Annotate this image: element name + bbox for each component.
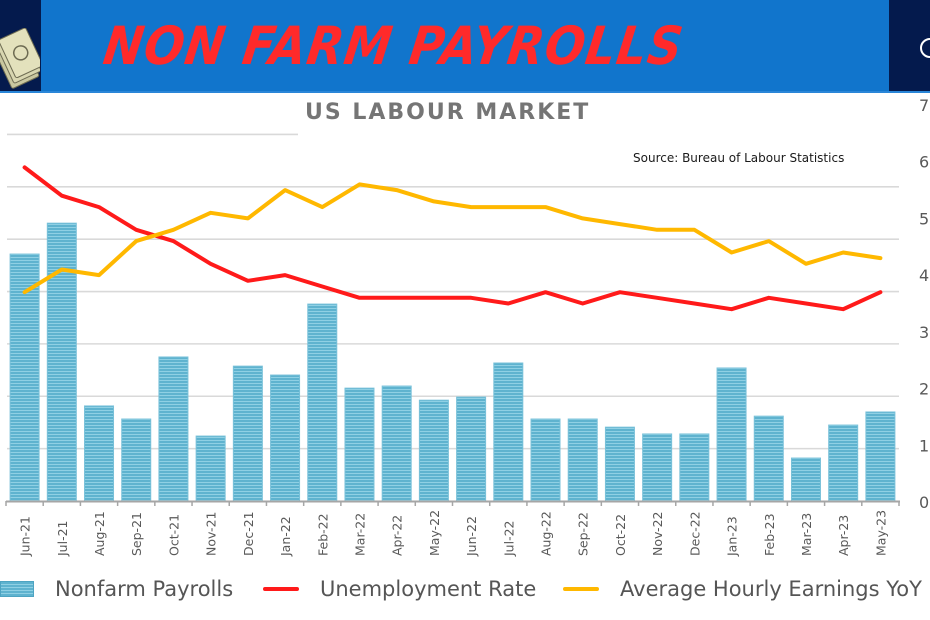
x-tick-label: Aug-22 bbox=[539, 511, 554, 556]
y-tick-label: 5 bbox=[919, 209, 929, 228]
x-tick-label: Sep-21 bbox=[129, 512, 144, 556]
x-tick-label: Dec-21 bbox=[241, 511, 256, 556]
x-tick-label: Nov-21 bbox=[204, 512, 219, 556]
nonfarm-payrolls-bars bbox=[9, 222, 896, 502]
bar bbox=[195, 435, 226, 502]
x-tick-label: Oct-21 bbox=[166, 514, 181, 556]
x-tick-label: Jan-23 bbox=[725, 516, 740, 557]
y-tick-label: 4 bbox=[919, 266, 929, 285]
chart-title: US LABOUR MARKET bbox=[305, 100, 591, 125]
y-tick-label: 6 bbox=[919, 153, 929, 172]
x-tick-label: May-23 bbox=[873, 510, 888, 556]
x-tick-label: Oct-22 bbox=[613, 514, 628, 556]
bar bbox=[493, 362, 524, 502]
x-tick-label: Nov-22 bbox=[650, 512, 665, 556]
bar bbox=[232, 365, 263, 502]
bar bbox=[567, 418, 598, 502]
line-swatch-icon bbox=[563, 587, 599, 591]
legend-item-average-hourly-earnings: Average Hourly Earnings YoY bbox=[563, 574, 922, 604]
line-series bbox=[22, 165, 883, 312]
bar bbox=[456, 396, 487, 502]
y-tick-label: 2 bbox=[919, 380, 929, 399]
bar bbox=[530, 418, 561, 502]
circle-icon[interactable] bbox=[920, 38, 930, 58]
x-tick-label: Mar-23 bbox=[799, 513, 814, 556]
x-tick-label: May-22 bbox=[427, 510, 442, 556]
bar bbox=[716, 367, 747, 502]
banner: NON FARM PAYROLLS bbox=[0, 0, 930, 93]
bar bbox=[679, 433, 710, 502]
y-tick-label: 1 bbox=[919, 436, 929, 455]
bar-swatch-icon bbox=[0, 581, 34, 597]
x-tick-label: Sep-22 bbox=[576, 512, 591, 556]
bar bbox=[158, 356, 189, 502]
x-tick-label: Apr-23 bbox=[836, 515, 851, 556]
legend-item-nonfarm-payrolls: Nonfarm Payrolls bbox=[0, 574, 233, 604]
money-stack-icon bbox=[0, 28, 40, 89]
chart-source: Source: Bureau of Labour Statistics bbox=[633, 151, 845, 165]
bar bbox=[344, 387, 375, 502]
bar bbox=[46, 222, 77, 502]
legend-label: Unemployment Rate bbox=[320, 577, 537, 601]
line-average-hourly-earnings-yoy bbox=[22, 182, 883, 295]
x-tick-label: Jul-22 bbox=[501, 521, 516, 558]
x-axis: Jun-21 Jul-21 Aug-21 Sep-21 Oct-21 Nov-21 Dec-… bbox=[5, 500, 900, 558]
bar bbox=[381, 385, 412, 502]
bar bbox=[865, 411, 896, 502]
x-tick-label: Jun-21 bbox=[18, 516, 33, 557]
bar bbox=[753, 415, 784, 502]
x-tick-label: Mar-22 bbox=[352, 513, 367, 556]
legend-label: Nonfarm Payrolls bbox=[55, 577, 234, 601]
x-tick-label: Feb-23 bbox=[762, 513, 777, 556]
gridlines bbox=[7, 133, 899, 450]
x-tick-label: Jul-21 bbox=[55, 521, 70, 558]
legend-item-unemployment-rate: Unemployment Rate bbox=[263, 574, 536, 604]
bar bbox=[9, 253, 40, 502]
bar bbox=[790, 457, 821, 502]
x-tick-label: Jan-22 bbox=[278, 516, 293, 557]
x-tick-label: Apr-22 bbox=[390, 515, 405, 556]
bar bbox=[418, 399, 449, 502]
banner-left-panel bbox=[0, 0, 41, 93]
right-y-axis: 0 1 2 3 4 5 6 7 bbox=[919, 96, 929, 512]
x-tick-label: Feb-22 bbox=[315, 513, 330, 556]
chart-legend: Nonfarm Payrolls Unemployment Rate Avera… bbox=[0, 574, 930, 604]
y-tick-label: 7 bbox=[919, 96, 929, 115]
x-tick-label: Aug-21 bbox=[92, 511, 107, 556]
y-tick-label: 3 bbox=[919, 323, 929, 342]
line-unemployment-rate bbox=[22, 165, 883, 312]
bar bbox=[604, 426, 635, 502]
banner-divider bbox=[0, 91, 930, 93]
bar bbox=[84, 405, 115, 502]
bar bbox=[307, 303, 338, 502]
bar bbox=[121, 418, 152, 502]
x-tick-label: Dec-22 bbox=[687, 511, 702, 556]
x-tick-label: Jun-22 bbox=[464, 516, 479, 557]
bar bbox=[642, 433, 673, 502]
legend-label: Average Hourly Earnings YoY bbox=[620, 577, 922, 601]
y-tick-label: 0 bbox=[919, 493, 929, 512]
bar bbox=[828, 424, 859, 502]
bar bbox=[270, 374, 301, 502]
line-swatch-icon bbox=[263, 587, 299, 591]
